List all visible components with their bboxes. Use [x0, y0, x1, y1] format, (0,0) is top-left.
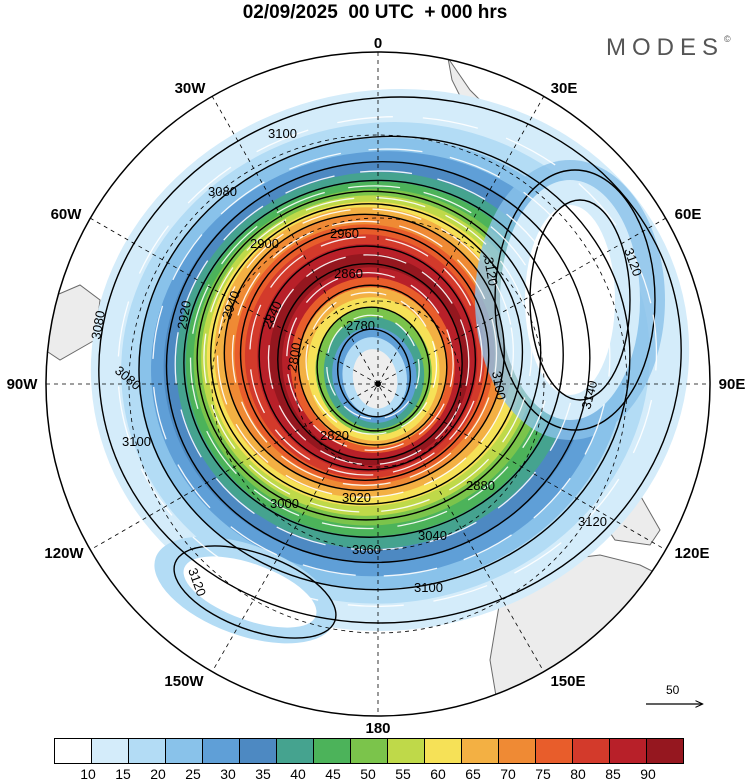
contour-label: 3100 — [489, 370, 509, 401]
lon-label-30e: 30E — [551, 80, 578, 97]
colorbar-swatch — [239, 738, 277, 764]
colorbar-swatch — [128, 738, 166, 764]
contour-label: 3120 — [578, 514, 607, 529]
contour-label: 3080 — [208, 184, 237, 199]
lon-label-150e: 150E — [550, 673, 585, 690]
brand-name: MODES — [606, 34, 725, 61]
contour-label: 2780 — [346, 318, 375, 333]
colorbar-swatch — [461, 738, 499, 764]
contour-label: 2880 — [466, 478, 495, 493]
contour-label: 3060 — [352, 542, 381, 557]
streamlines — [117, 116, 658, 607]
colorbar-swatch — [276, 738, 314, 764]
east-jet-core — [525, 205, 615, 395]
colorbar-swatch — [313, 738, 351, 764]
colorbar-tick-label: 50 — [360, 766, 376, 782]
contour-label: 3140 — [578, 379, 600, 411]
colorbar-swatch — [572, 738, 610, 764]
colorbar-swatch — [535, 738, 573, 764]
colorbar-swatch — [387, 738, 425, 764]
contour-label: 2820 — [320, 428, 349, 443]
colorbar-tick-label: 40 — [290, 766, 306, 782]
contour-label: 2960 — [330, 226, 359, 241]
longitude-labels: 0 30E 60E 90E 120E 150E 180 150W 120W 90… — [7, 35, 746, 737]
colorbar-tick-label: 65 — [465, 766, 481, 782]
map-field — [46, 52, 710, 716]
lon-label-60e: 60E — [675, 206, 702, 223]
contour-label: 2920 — [174, 299, 194, 330]
copyright-mark: © — [724, 34, 731, 44]
inner-10 — [352, 349, 398, 409]
lon-label-60w: 60W — [51, 206, 83, 223]
lon-label-150w: 150W — [164, 673, 204, 690]
contour-label: 3040 — [418, 528, 447, 543]
contour-label: 3080 — [88, 309, 108, 340]
lon-label-0: 0 — [374, 35, 382, 52]
reference-vector-label: 50 — [666, 683, 680, 697]
colorbar-tick-label: 10 — [80, 766, 96, 782]
colorbar — [54, 738, 684, 764]
map-title: 02/09/2025 00 UTC + 000 hrs — [242, 2, 508, 23]
contour-label: 3100 — [122, 434, 151, 449]
contour-label: 3020 — [342, 490, 371, 505]
contour-label: 2800 — [284, 341, 304, 372]
colorbar-swatch — [498, 738, 536, 764]
lon-label-30w: 30W — [175, 80, 207, 97]
lon-label-120w: 120W — [44, 545, 84, 562]
colorbar-swatch — [424, 738, 462, 764]
colorbar-tick-label: 70 — [500, 766, 516, 782]
colorbar-swatch — [91, 738, 129, 764]
colorbar-tick-label: 75 — [535, 766, 551, 782]
colorbar-swatch — [165, 738, 203, 764]
lon-label-90e: 90E — [719, 376, 746, 393]
colorbar-tick-label: 85 — [605, 766, 621, 782]
lon-label-180: 180 — [365, 720, 390, 737]
graticule — [46, 52, 710, 716]
contour-label: 3100 — [268, 126, 297, 141]
colorbar-swatch — [202, 738, 240, 764]
colorbar-tick-label: 80 — [570, 766, 586, 782]
colorbar-tick-label: 90 — [640, 766, 656, 782]
lon-label-120e: 120E — [674, 545, 709, 562]
colorbar-swatch — [646, 738, 684, 764]
colorbar-tick-label: 55 — [395, 766, 411, 782]
contour-label: 2860 — [334, 266, 363, 281]
colorbar-tick-label: 45 — [325, 766, 341, 782]
contour-label: 3120 — [481, 256, 501, 287]
contours-east — [173, 169, 656, 639]
colorbar-tick-label: 30 — [220, 766, 236, 782]
colorbar-tick-label: 25 — [185, 766, 201, 782]
colorbar-tick-label: 35 — [255, 766, 271, 782]
colorbar-tick-label: 15 — [115, 766, 131, 782]
sw-jet-core — [183, 556, 317, 628]
colorbar-swatch — [609, 738, 647, 764]
colorbar-labels: 10 15 20 25 30 35 40 45 50 55 60 65 70 75 80 85 90 — [0, 766, 750, 782]
contour-label: 3000 — [270, 496, 299, 511]
pole-marker — [375, 381, 381, 387]
colorbar-swatch — [54, 738, 92, 764]
colorbar-tick-label: 20 — [150, 766, 166, 782]
colorbar-swatch — [350, 738, 388, 764]
lon-label-90w: 90W — [7, 376, 39, 393]
contour-label: 2900 — [250, 236, 279, 251]
map-border — [45, 51, 711, 717]
brand-logo: MODES© — [606, 34, 731, 62]
contours — [98, 96, 682, 624]
contour-label: 3100 — [414, 580, 443, 595]
colorbar-tick-label: 60 — [430, 766, 446, 782]
